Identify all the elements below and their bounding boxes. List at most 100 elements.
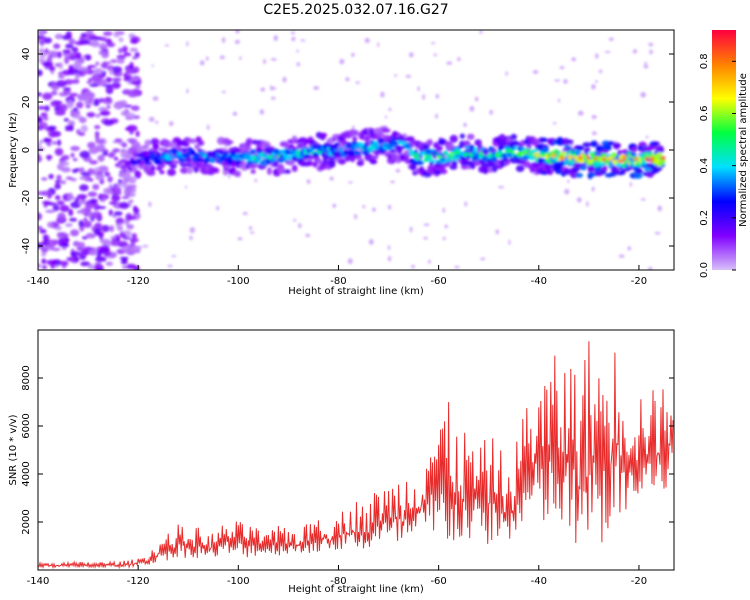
spectrogram-ridge-cell [331, 152, 336, 156]
spectrogram-halo-cell [276, 163, 284, 169]
spectrogram-ridge-cell [338, 147, 343, 153]
spectrogram-ridge-cell [516, 153, 522, 158]
spectrogram-halo-cell [459, 133, 465, 139]
spectrogram-ridge-cell [246, 160, 253, 166]
spectrogram-halo-cell [197, 140, 205, 146]
colorbar-tick-label: 0.4 [699, 158, 710, 174]
spectrogram-ridge-cell [322, 149, 327, 154]
spectrogram-noise-cell [130, 76, 140, 83]
spectrogram-halo-cell [167, 143, 176, 148]
spectrogram-noise-cell [100, 224, 110, 233]
spectrogram-halo-cell [245, 137, 253, 146]
spectrogram-speckle-cell [464, 201, 468, 207]
spectrogram-ridge-cell [497, 149, 503, 155]
spectrogram-speckle-cell [282, 76, 287, 83]
spectrogram-speckle-cell [640, 198, 647, 201]
spectrogram-speckle-cell [368, 239, 374, 245]
spectrogram-noise-cell [98, 43, 108, 50]
spectrogram-noise-cell [108, 152, 116, 158]
spectrogram-speckle-cell [591, 131, 597, 136]
spectrogram-halo-cell [515, 165, 525, 173]
spectrogram-speckle-cell [394, 74, 397, 77]
spectrogram-ridge-cell [485, 158, 494, 163]
spectrogram-speckle-cell [171, 255, 177, 258]
spectrogram-noise-cell [121, 195, 130, 200]
spectrogram-speckle-cell [409, 226, 413, 233]
snr-frame [37, 329, 675, 571]
spectrogram-noise-cell [39, 228, 47, 234]
spectrogram-noise-cell [46, 259, 58, 266]
spectrogram-speckle-cell [552, 122, 557, 125]
spectrogram-halo-cell [583, 147, 591, 153]
spectrogram-speckle-cell [364, 38, 370, 44]
spectrogram-noise-cell [83, 91, 94, 99]
spectrogram-noise-cell [59, 103, 68, 112]
colorbar-tick-label: 0.6 [699, 106, 710, 122]
spectrogram-noise-cell [71, 168, 79, 174]
spectrogram-noise-cell [78, 241, 86, 250]
spectrogram-halo-cell [152, 143, 160, 149]
spectrogram-ridge-cell [585, 154, 590, 160]
spectrogram-noise-cell [71, 46, 79, 53]
spectrogram-ridge-cell [550, 150, 555, 156]
snr-y-ticks: 2000 4000 6000 8000 [21, 365, 674, 535]
spectrogram-halo-cell [547, 169, 554, 175]
spectrogram-noise-cell [59, 204, 70, 213]
spectrogram-noise-cell [38, 116, 43, 124]
snr-y-tick-label: 6000 [21, 413, 32, 438]
spectrogram-halo-cell [327, 159, 336, 165]
spectrogram-ridge-cell [436, 154, 442, 158]
spectrogram-ridge-cell [236, 159, 242, 165]
spectrogram-noise-cell [110, 59, 118, 63]
spectrogram-noise-cell [118, 201, 130, 210]
spectrogram-speckle-cell [148, 116, 155, 122]
snr-panel: -140 -120 -100 -80 -60 -40 -20 2000 4000 6000 800… [8, 329, 675, 595]
spectrogram-noise-cell [113, 156, 119, 161]
spectrogram-speckle-cell [608, 37, 614, 42]
spectrogram-noise-cell [72, 157, 78, 162]
spectrogram-noise-cell [56, 200, 65, 206]
spectrogram-noise-cell [42, 116, 49, 121]
spectrogram-speckle-cell [567, 180, 570, 183]
spectrogram-speckle-cell [591, 114, 597, 120]
spectrogram-speckle-cell [152, 96, 159, 101]
spectrogram-speckle-cell [563, 79, 568, 84]
spectrogram-speckle-cell [557, 98, 560, 103]
spectrogram-noise-cell [40, 177, 48, 181]
spectrogram-ridge-cell [187, 158, 192, 163]
spectrogram-noise-cell [54, 148, 64, 156]
spectrogram-halo-cell [194, 143, 201, 150]
spectrogram-noise-cell [56, 174, 62, 181]
spectrogram-halo-cell [604, 144, 612, 151]
spectrogram-speckle-cell [387, 256, 392, 262]
spectrogram-noise-cell [57, 212, 66, 221]
snr-series-group [38, 341, 674, 570]
spectrogram-noise-cell [72, 114, 83, 119]
spectrogram-noise-cell [98, 193, 103, 201]
spectrogram-noise-cell [131, 246, 141, 253]
spectrogram-ridge-cell [502, 156, 509, 162]
spectrogram-noise-cell [94, 124, 101, 130]
snr-x-tick-label: -120 [127, 576, 150, 587]
spectrogram-noise-cell [43, 37, 53, 44]
spectrogram-ridge-cell [660, 159, 666, 164]
spectrogram-noise-cell [41, 265, 47, 270]
spectrogram-speckle-cell [390, 180, 395, 184]
spectrogram-noise-cell [38, 69, 43, 77]
spectrogram-x-tick-label: -100 [227, 276, 250, 287]
spectrogram-noise-cell [111, 81, 121, 89]
spectrogram-ridge-cell [399, 134, 405, 140]
spectrogram-noise-cell [56, 232, 67, 239]
spectrogram-halo-cell [534, 167, 540, 175]
spectrogram-noise-cell [118, 37, 124, 43]
spectrogram-ridge-cell [454, 150, 462, 156]
spectrogram-noise-cell [59, 260, 69, 267]
spectrogram-noise-cell [83, 220, 92, 228]
spectrogram-noise-cell [79, 184, 89, 192]
spectrogram-speckle-cell [348, 181, 353, 184]
spectrogram-halo-cell [460, 165, 469, 170]
spectrogram-noise-cell [65, 223, 73, 228]
spectrogram-noise-cell [121, 233, 127, 239]
spectrogram-ridge-cell [146, 161, 153, 165]
spectrogram-noise-cell [48, 173, 54, 180]
